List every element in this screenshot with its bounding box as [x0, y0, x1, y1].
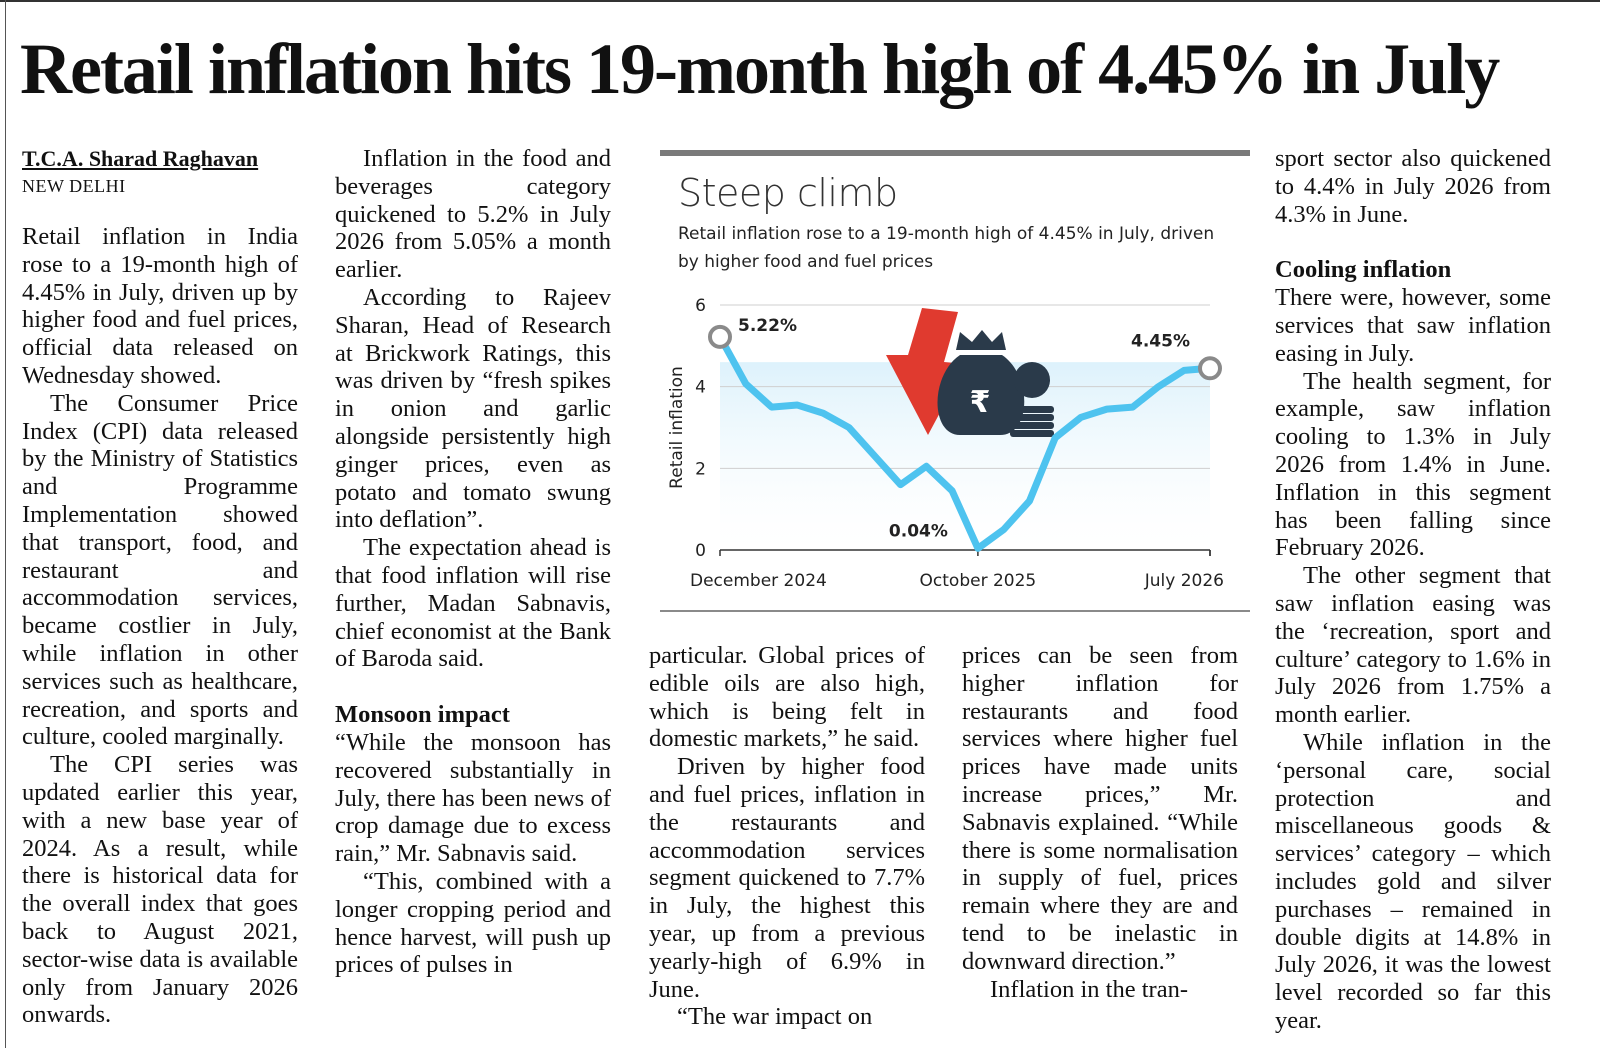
chart-plot: 0 2 4 6 December 2024 October 2025 July 2026 Re…	[667, 296, 1224, 591]
money-bag-icon	[937, 355, 1025, 435]
chart-top-rule	[660, 150, 1250, 156]
y-tick-label: 4	[695, 378, 706, 398]
data-point	[1080, 416, 1083, 419]
y-axis-label: Retail inflation	[667, 366, 687, 489]
data-point	[873, 455, 876, 458]
paragraph: While inflation in the ‘personal care, s…	[1275, 728, 1551, 1034]
paragraph: The Consumer Price Index (CPI) data rele…	[22, 389, 298, 751]
paragraph: Inflation in the tran-	[990, 975, 1188, 1003]
subheading: Monsoon impact	[335, 701, 510, 729]
data-point	[770, 406, 773, 409]
article-column-2: Inflation in the food and beverages cate…	[335, 145, 611, 979]
paragraph: The CPI series was updated earlier this …	[22, 751, 298, 1029]
chart-title: Steep climb	[678, 171, 898, 215]
article-column-4: prices can be seen from higher inflation…	[962, 642, 1238, 1003]
data-point	[1183, 369, 1186, 372]
data-point	[899, 483, 902, 486]
data-point	[976, 547, 979, 550]
chart-bottom-rule	[660, 610, 1250, 612]
highlight-marker	[708, 324, 732, 349]
x-tick-label: December 2024	[690, 571, 827, 591]
headline: Retail inflation hits 19-month high of 4…	[20, 29, 1500, 109]
data-point	[1002, 528, 1005, 531]
data-point	[744, 382, 747, 385]
dateline: NEW DELHI	[22, 176, 126, 196]
top-rule	[0, 0, 1600, 2]
chart-subtitle: Retail inflation rose to a 19-month high…	[678, 224, 1215, 272]
left-rule	[5, 0, 6, 1048]
article-column-3: particular. Global prices of edible oils…	[649, 642, 925, 1031]
coin-stack-icon	[1010, 414, 1054, 421]
article-column-5: sport sector also quickened to 4.4% in J…	[1275, 145, 1551, 1035]
byline: T.C.A. Sharad Raghavan	[22, 146, 259, 171]
data-point	[1028, 500, 1031, 502]
paragraph: Driven by higher food and fuel prices, i…	[649, 753, 925, 1003]
x-tick-label: July 2026	[1144, 571, 1224, 591]
data-point	[796, 404, 799, 407]
coin-stack-icon	[1010, 430, 1054, 437]
money-bag-top-icon	[956, 330, 1006, 350]
paragraph: “The war impact on	[677, 1003, 873, 1031]
coin-stack-icon	[1010, 406, 1054, 413]
data-label: 5.22%	[738, 316, 797, 336]
paragraph: The expectation ahead is that food infla…	[335, 534, 611, 673]
x-tick-label: October 2025	[920, 571, 1037, 591]
data-point	[951, 489, 954, 492]
data-point	[1157, 385, 1160, 388]
paragraph: “While the monsoon has recovered substan…	[335, 728, 611, 868]
coin-stack-icon	[1010, 422, 1054, 429]
data-point	[1131, 406, 1134, 409]
coin-icon	[1014, 362, 1050, 398]
article-column-1: T.C.A. Sharad Raghavan NEW DELHI Retail …	[22, 145, 298, 1029]
paragraph: Retail inflation in India rose to a 19-m…	[22, 223, 298, 389]
paragraph: particular. Global prices of edible oils…	[649, 642, 925, 753]
red-up-arrow-icon	[886, 308, 966, 435]
paragraph: sport sector also quickened to 4.4% in J…	[1275, 145, 1551, 228]
data-point	[1105, 408, 1108, 411]
data-point	[925, 465, 928, 468]
data-point	[847, 426, 850, 429]
paragraph: “This, combined with a longer cropping p…	[335, 867, 611, 979]
paragraph: There were, however, some services that …	[1275, 284, 1551, 367]
y-tick-label: 0	[695, 541, 706, 561]
series-line	[716, 333, 1214, 552]
data-label: 0.04%	[889, 521, 948, 541]
highlight-marker	[1198, 356, 1222, 381]
rupee-symbol-icon: ₹	[970, 385, 991, 420]
data-point	[1054, 436, 1057, 439]
paragraph: prices can be seen from higher inflation…	[962, 642, 1238, 975]
data-label: 4.45%	[1131, 331, 1190, 351]
paragraph: According to Rajeev Sharan, Head of Rese…	[335, 283, 611, 534]
y-tick-label: 6	[695, 296, 706, 316]
inflation-chart: Steep climb Retail inflation rose to a 1…	[660, 150, 1250, 616]
subheading: Cooling inflation	[1275, 256, 1452, 284]
paragraph: The health segment, for example, saw inf…	[1275, 367, 1551, 562]
y-tick-label: 2	[695, 459, 706, 479]
data-point	[822, 412, 825, 415]
paragraph: Inflation in the food and beverages cate…	[335, 145, 611, 284]
paragraph: The other segment that saw inflation eas…	[1275, 562, 1551, 729]
